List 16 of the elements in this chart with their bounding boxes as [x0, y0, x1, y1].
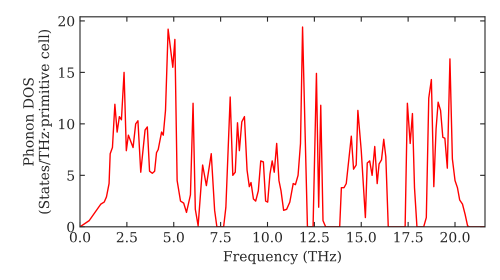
y-tick-label: 0 [67, 222, 74, 232]
y-tick-label: 10 [59, 118, 74, 130]
x-tick-label: 20.0 [440, 232, 470, 242]
y-tick-label: 5 [67, 170, 74, 181]
x-tick-label: 17.5 [394, 232, 423, 242]
y-tick-label: 15 [59, 67, 74, 78]
x-tick-label: 2.5 [116, 232, 137, 242]
x-tick-label: 15.0 [347, 232, 376, 242]
x-tick-label: 12.5 [300, 232, 329, 242]
x-axis-title: Frequency (THz) [224, 250, 341, 264]
x-tick-label: 10.0 [254, 232, 282, 242]
y-tick-label: 20 [58, 16, 74, 26]
y-axis-title: Phonon DOS (States/THz·primitive cell) [22, 30, 52, 214]
x-tick-label: 0.0 [70, 232, 90, 242]
x-tick-label: 5.0 [164, 232, 184, 242]
x-tick-label: 7.5 [210, 232, 231, 242]
